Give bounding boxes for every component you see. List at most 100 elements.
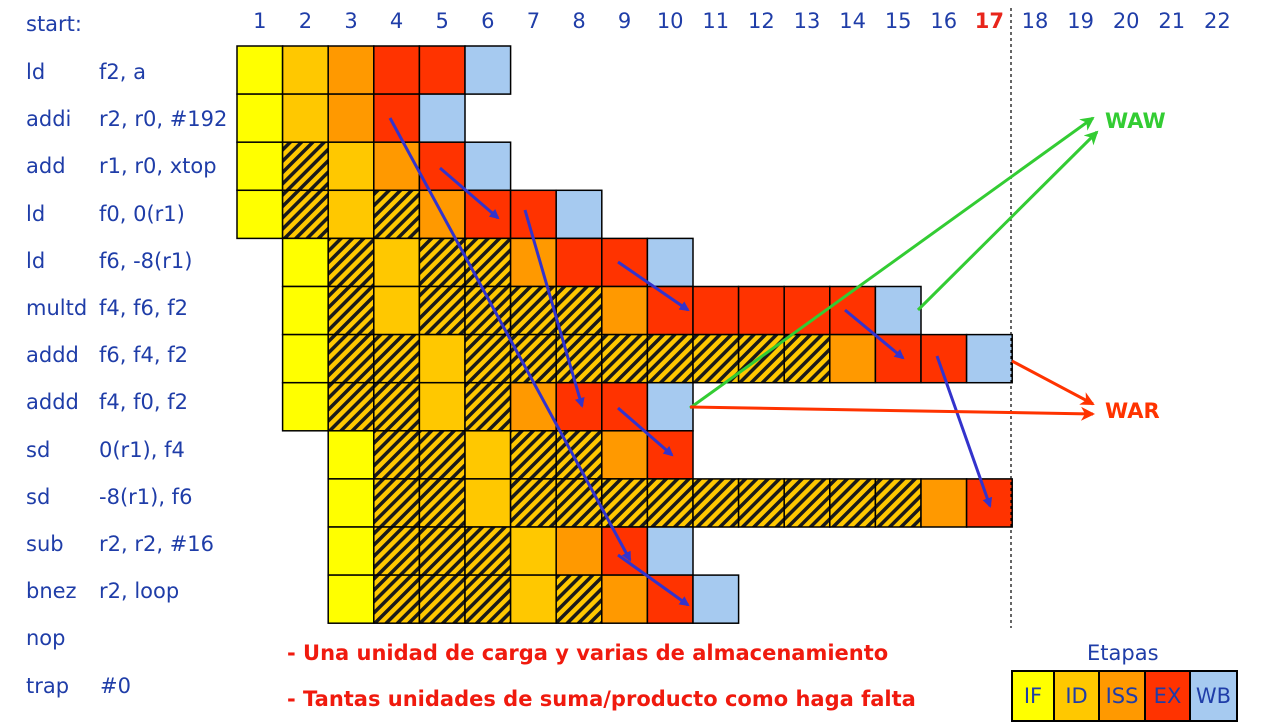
- stall-cell: [327, 285, 375, 336]
- cycle-number: 14: [839, 9, 866, 33]
- cycle-number: 4: [389, 9, 404, 33]
- instruction-operands: f6, f4, f2: [99, 343, 188, 368]
- stall-cell: [737, 333, 785, 384]
- dep-arrow: [439, 166, 500, 220]
- instruction-opcode: ld: [26, 248, 46, 273]
- stage-cell-id: [418, 333, 466, 384]
- cycle-number: 3: [344, 9, 358, 33]
- stall-cell: [692, 333, 740, 384]
- waw-arrow: [916, 130, 1099, 312]
- stage-cell-ex: [418, 45, 466, 95]
- instruction-opcode: add: [26, 154, 66, 179]
- stall-cell: [373, 189, 421, 240]
- cycle-number: 9: [617, 9, 632, 33]
- stall-cell: [418, 478, 466, 528]
- stage-cell-id: [418, 381, 466, 432]
- stall-cell: [692, 478, 740, 528]
- stage-cell-ex: [373, 93, 421, 143]
- stall-cell: [327, 333, 375, 384]
- stage-cell-if: [281, 381, 329, 432]
- stall-cell: [464, 333, 512, 384]
- instruction-operands: f6, -8(r1): [99, 248, 193, 273]
- stage-cell-iss: [509, 381, 557, 432]
- stage-cell-ex: [829, 285, 877, 336]
- instruction-opcode: trap: [26, 673, 70, 698]
- instruction-operands: r1, r0, xtop: [99, 154, 217, 179]
- stage-cell-if: [236, 93, 284, 143]
- legend-item-ex: EX: [1146, 672, 1191, 720]
- stage-cell-wb: [646, 526, 694, 576]
- war-arrow: [1011, 359, 1095, 406]
- cycle-number: 13: [793, 9, 821, 33]
- stage-cell-iss: [509, 237, 557, 288]
- stall-cell: [418, 574, 466, 624]
- stage-cell-iss: [920, 478, 968, 528]
- stage-cell-if: [281, 333, 329, 384]
- dep-arrow: [935, 355, 993, 508]
- stall-cell: [373, 526, 421, 576]
- cycle-number: 7: [526, 9, 541, 33]
- stage-legend: IF ID ISS EX WB: [1011, 670, 1238, 722]
- stall-cell: [783, 478, 831, 528]
- stage-cell-if: [327, 526, 375, 576]
- cycle-number: 16: [930, 9, 958, 33]
- stage-cell-wb: [555, 189, 603, 240]
- stage-cell-id: [464, 430, 512, 480]
- instruction-opcode: nop: [26, 626, 66, 651]
- stall-cell: [464, 526, 512, 576]
- stall-cell: [418, 285, 466, 336]
- instruction-opcode: ld: [26, 201, 46, 226]
- stall-cell: [373, 381, 421, 432]
- instruction-operands: r2, r0, #192: [99, 107, 228, 132]
- stage-cell-id: [464, 478, 512, 528]
- cycle-number: 1: [253, 9, 267, 33]
- stage-cell-ex: [692, 285, 740, 336]
- war-arrow: [689, 405, 1095, 421]
- instruction-operands: r2, loop: [99, 579, 180, 604]
- dep-arrow: [844, 308, 905, 360]
- cycle-number: 8: [572, 9, 586, 33]
- legend-item-wb: WB: [1191, 672, 1236, 720]
- instruction-opcode: sub: [26, 532, 64, 556]
- stall-cell: [281, 189, 329, 240]
- stall-cell: [509, 478, 557, 528]
- stall-cell: [783, 333, 831, 384]
- cycle-number: 19: [1067, 9, 1094, 33]
- instruction-operands: f4, f6, f2: [99, 296, 188, 320]
- stage-cell-iss: [373, 141, 421, 192]
- stall-cell: [555, 285, 603, 336]
- stage-cell-wb: [464, 45, 512, 95]
- stage-cells: [236, 45, 1013, 624]
- stage-cell-iss: [601, 574, 649, 624]
- stall-cell: [737, 478, 785, 528]
- stall-cell: [829, 478, 877, 528]
- instruction-opcode: sd: [26, 484, 51, 509]
- stage-cell-iss: [327, 45, 375, 95]
- stage-cell-iss: [601, 285, 649, 336]
- stall-cell: [464, 237, 512, 288]
- dep-arrow: [523, 209, 585, 408]
- stage-cell-wb: [692, 574, 740, 624]
- dep-arrow: [617, 260, 690, 312]
- cycle-number: 15: [884, 9, 912, 33]
- dep-arrow: [388, 117, 632, 562]
- cycle-number: 10: [656, 9, 684, 33]
- instruction-opcode: ld: [26, 60, 46, 84]
- cycle-number: 2: [298, 9, 313, 33]
- legend-item-if: IF: [1013, 672, 1055, 720]
- stall-cell: [373, 430, 421, 480]
- cycle-number: 21: [1158, 9, 1186, 33]
- instruction-opcode: addi: [26, 107, 72, 132]
- stall-cell: [874, 478, 922, 528]
- stall-cell: [464, 574, 512, 624]
- war-label: WAR: [1105, 399, 1160, 423]
- stall-cell: [327, 237, 375, 288]
- stall-cell: [373, 478, 421, 528]
- cycle-number: 6: [481, 9, 495, 33]
- stall-cell: [555, 574, 603, 624]
- stall-cell: [509, 430, 557, 480]
- instruction-opcode: multd: [26, 296, 88, 320]
- stall-cell: [509, 333, 557, 384]
- stage-cell-id: [509, 574, 557, 624]
